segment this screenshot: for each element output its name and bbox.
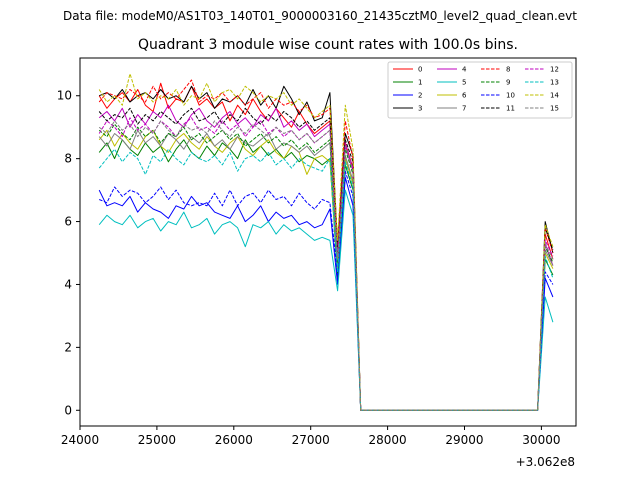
legend-label: 2 <box>418 92 422 100</box>
x-tick-label: 24000 <box>61 433 99 447</box>
x-tick-label: 26000 <box>215 433 253 447</box>
legend-label: 5 <box>462 79 466 87</box>
y-tick-label: 4 <box>64 277 72 291</box>
x-tick-label: 28000 <box>369 433 407 447</box>
y-tick-label: 2 <box>64 340 72 354</box>
series-line-11 <box>98 107 554 411</box>
y-tick-label: 10 <box>57 89 72 103</box>
y-tick-label: 6 <box>64 215 72 229</box>
legend-label: 6 <box>462 92 467 100</box>
legend-label: 0 <box>418 66 422 74</box>
x-tick-label: 29000 <box>445 433 483 447</box>
series-line-14 <box>98 73 554 411</box>
legend-label: 10 <box>506 92 515 100</box>
legend-label: 15 <box>550 105 559 113</box>
legend-label: 4 <box>462 66 467 74</box>
x-tick-label: 30000 <box>522 433 560 447</box>
legend-label: 9 <box>506 79 510 87</box>
header-text: Data file: modeM0/AS1T03_140T01_90000031… <box>63 9 577 23</box>
legend-label: 3 <box>418 105 422 113</box>
plot-area <box>80 58 576 426</box>
legend-box <box>387 61 573 119</box>
legend-label: 11 <box>506 105 515 113</box>
plot-frame <box>79 57 577 427</box>
legend-label: 14 <box>550 92 559 100</box>
y-tick-label: 8 <box>64 152 72 166</box>
x-offset-label: +3.062e8 <box>516 455 575 469</box>
legend-label: 12 <box>550 66 559 74</box>
series-layer <box>98 73 554 411</box>
legend-label: 8 <box>506 66 510 74</box>
series-line-15 <box>98 120 554 411</box>
x-tick-label: 25000 <box>138 433 176 447</box>
legend-label: 1 <box>418 79 422 87</box>
x-tick-label: 27000 <box>292 433 330 447</box>
legend-label: 13 <box>550 79 559 87</box>
axis-layer: 24000 25000 26000 27000 28000 29000 30000 0 2 4 6 8… <box>57 89 561 447</box>
legend-label: 7 <box>462 105 466 113</box>
y-tick-label: 0 <box>64 403 72 417</box>
chart-title: Quadrant 3 module wise count rates with … <box>138 37 518 53</box>
